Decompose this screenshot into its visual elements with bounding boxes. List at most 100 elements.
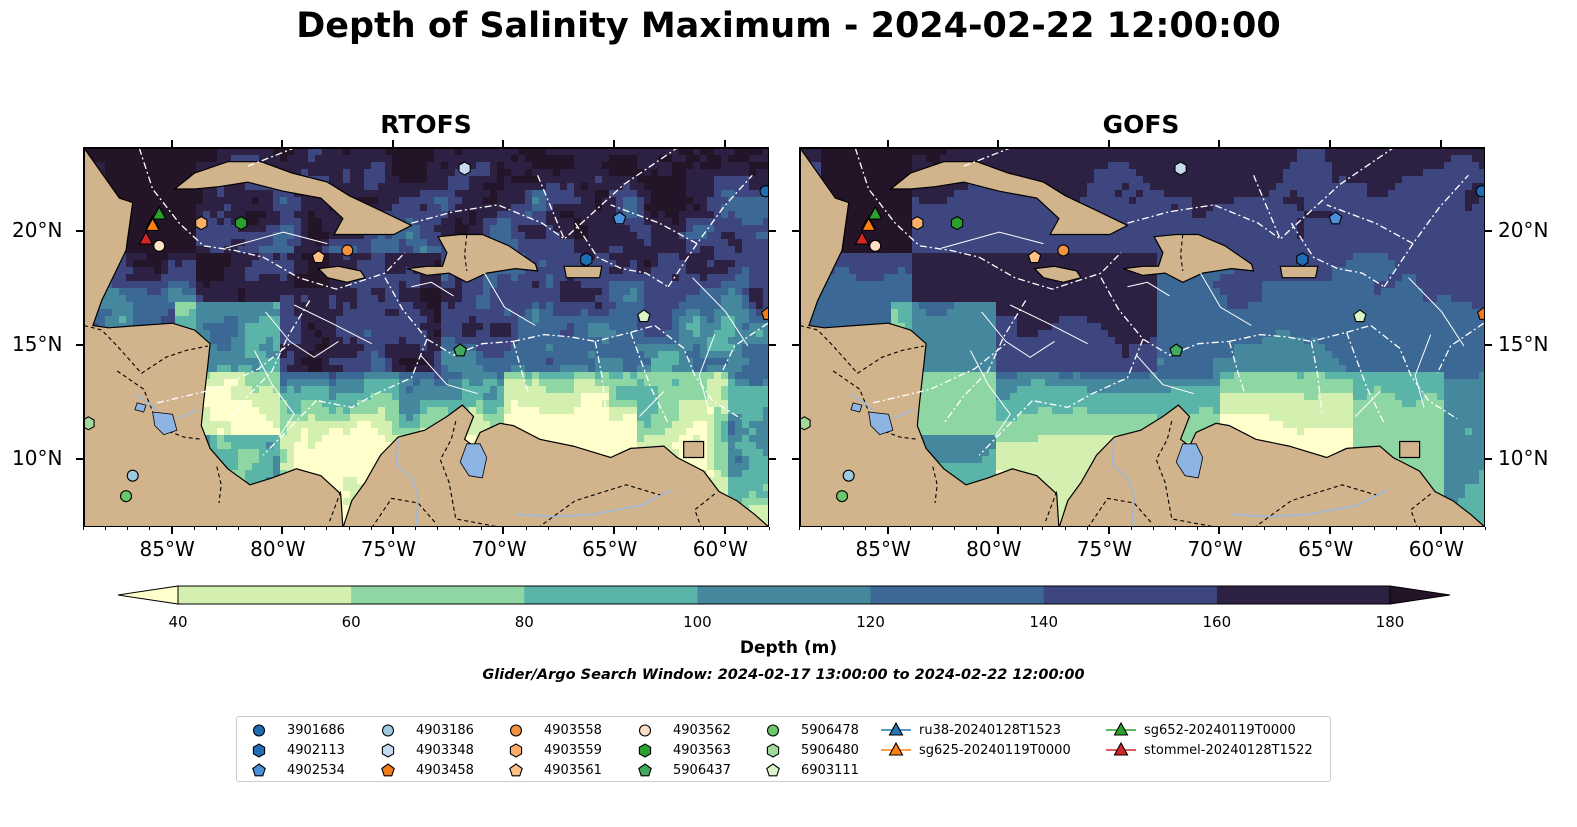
glider-sg625-20240119T0000[interactable] <box>861 217 877 231</box>
lake-maracaibo <box>459 443 488 479</box>
argo-float-5906480[interactable] <box>800 416 811 431</box>
argo-float-3901686[interactable] <box>1475 185 1485 198</box>
pentagon-marker-icon[interactable] <box>252 763 266 777</box>
legend-item-argo: 5906478 <box>765 720 859 740</box>
argo-float-3901686[interactable] <box>759 185 769 198</box>
circle-marker-icon[interactable] <box>766 724 780 737</box>
legend-item-argo: 4903348 <box>380 740 474 760</box>
argo-float-4903559[interactable] <box>195 215 208 231</box>
land-centralAmerica <box>84 148 344 526</box>
circle-marker-icon[interactable] <box>509 724 523 737</box>
glider-stommel-20240128T1522[interactable] <box>854 230 870 245</box>
legend: 3901686 4902113 4902534 4903186 4903348 49034… <box>236 716 1331 782</box>
argo-float-4903561[interactable] <box>311 250 326 264</box>
legend-item-glider: stommel-20240128T1522 <box>1106 740 1313 760</box>
tick-mark <box>569 527 571 530</box>
tick-mark <box>215 527 217 530</box>
tick-mark <box>1175 527 1177 530</box>
tick-mark <box>886 140 889 147</box>
tick-mark <box>724 527 726 530</box>
argo-float-5906478[interactable] <box>835 490 849 503</box>
hexagon-marker-icon[interactable] <box>381 743 395 758</box>
argo-float-4903558[interactable] <box>341 244 354 257</box>
circle-marker-icon[interactable] <box>638 724 652 737</box>
tick-mark <box>680 527 682 530</box>
hexagon-marker-icon[interactable] <box>252 743 266 758</box>
argo-float-4903563[interactable] <box>950 215 964 231</box>
argo-float-4903348[interactable] <box>458 161 471 176</box>
argo-float-4903558[interactable] <box>1057 244 1070 257</box>
glider-stommel-20240128T1522[interactable] <box>138 230 154 245</box>
tick-mark <box>1263 527 1265 530</box>
legend-label: sg652-20240119T0000 <box>1144 722 1296 738</box>
argo-float-4903559[interactable] <box>911 215 924 231</box>
tick-mark <box>1329 140 1332 147</box>
legend-item-argo: 4902534 <box>251 760 345 780</box>
tick-mark <box>1485 343 1492 346</box>
tick-mark <box>865 527 867 530</box>
tick-mark <box>591 527 593 530</box>
legend-label: 4903563 <box>673 742 731 758</box>
hexagon-marker-icon[interactable] <box>638 743 652 758</box>
glider-sg652-20240119T0000[interactable] <box>151 205 167 220</box>
glider-sg652-20240119T0000[interactable] <box>867 205 883 220</box>
tick-mark <box>282 527 284 530</box>
argo-float-4903348[interactable] <box>1174 161 1187 176</box>
lake-maracaibo <box>1175 443 1204 479</box>
lon-tick-label: 70°W <box>471 537 527 561</box>
argo-float-4902534[interactable] <box>1328 211 1343 225</box>
circle-marker-icon[interactable] <box>252 724 266 737</box>
tick-mark <box>769 343 776 346</box>
hexagon-marker-icon[interactable] <box>766 743 780 758</box>
pentagon-marker-icon[interactable] <box>381 763 395 777</box>
rtofs-map[interactable] <box>83 147 769 527</box>
tick-mark <box>997 527 1000 534</box>
argo-float-4903561[interactable] <box>1027 250 1042 264</box>
glider-sg625-20240119T0000[interactable] <box>145 217 161 231</box>
triangle-marker-icon <box>888 722 904 736</box>
argo-float-4903562[interactable] <box>153 239 166 252</box>
lake-nicaragua <box>152 411 178 436</box>
tick-mark <box>76 343 83 346</box>
argo-float-4903186[interactable] <box>842 469 855 482</box>
colorbar <box>117 585 1451 605</box>
tick-mark <box>459 527 461 530</box>
lon-tick-label: 75°W <box>360 537 417 561</box>
argo-float-4902534[interactable] <box>612 211 627 225</box>
pentagon-marker-icon[interactable] <box>509 763 523 777</box>
circle-marker-icon[interactable] <box>381 724 395 737</box>
argo-float-5906437[interactable] <box>453 343 468 357</box>
pentagon-marker-icon[interactable] <box>638 763 652 777</box>
tick-mark <box>792 457 799 460</box>
legend-label: 5906437 <box>673 762 731 778</box>
legend-label: 5906478 <box>801 722 859 738</box>
argo-float-4902113[interactable] <box>1296 252 1309 267</box>
argo-float-4902113[interactable] <box>580 252 593 267</box>
hexagon-marker-icon[interactable] <box>509 743 523 758</box>
argo-float-6903111[interactable] <box>637 309 651 323</box>
gofs-map[interactable] <box>799 147 1485 527</box>
colorbar-segment <box>351 586 525 604</box>
panel-title-gofs: GOFS <box>1102 110 1180 139</box>
argo-float-5906437[interactable] <box>1169 343 1184 357</box>
lat-tick-label: 20°N <box>12 218 63 243</box>
argo-float-5906480[interactable] <box>84 416 95 431</box>
land-puertoRico <box>563 265 603 279</box>
argo-float-4903458[interactable] <box>1476 306 1485 320</box>
legend-label: 4903559 <box>544 742 602 758</box>
panel-title-rtofs: RTOFS <box>380 110 472 139</box>
argo-float-4903562[interactable] <box>869 239 882 252</box>
argo-float-4903458[interactable] <box>760 306 769 320</box>
tick-mark <box>437 527 439 530</box>
colorbar-tick-label: 100 <box>683 613 712 631</box>
tick-mark <box>281 527 284 534</box>
argo-float-6903111[interactable] <box>1353 309 1367 323</box>
argo-float-5906478[interactable] <box>119 490 133 503</box>
argo-float-4903186[interactable] <box>126 469 139 482</box>
legend-item-argo: 4903186 <box>380 720 474 740</box>
lat-tick-label: 15°N <box>12 331 63 356</box>
argo-float-4903563[interactable] <box>234 215 248 231</box>
tick-mark <box>1485 457 1492 460</box>
pentagon-marker-icon[interactable] <box>766 763 780 777</box>
legend-label: 4903186 <box>416 722 474 738</box>
